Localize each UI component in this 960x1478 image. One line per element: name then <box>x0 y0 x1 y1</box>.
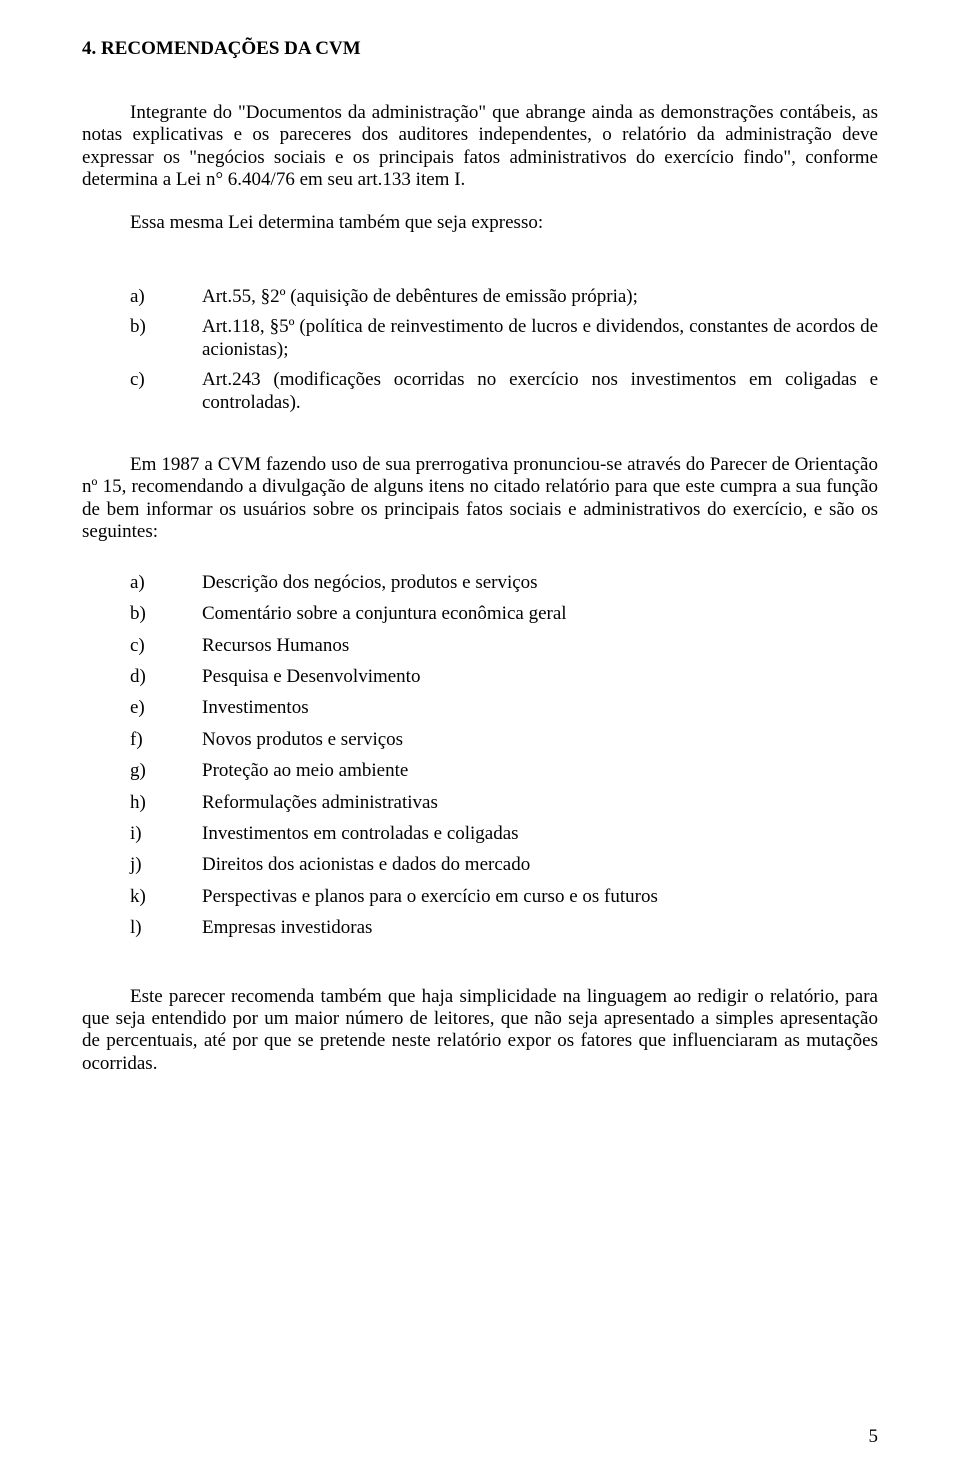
paragraph-4: Este parecer recomenda também que haja s… <box>82 986 878 1076</box>
list-label: b) <box>130 316 202 361</box>
list-item-i: i) Investimentos em controladas e coliga… <box>130 823 878 845</box>
list-item-e: e) Investimentos <box>130 697 878 719</box>
paragraph-1: Integrante do "Documentos da administraç… <box>82 102 878 192</box>
list-text: Investimentos em controladas e coligadas <box>202 823 878 845</box>
list-text: Descrição dos negócios, produtos e servi… <box>202 572 878 594</box>
spacer <box>82 234 878 264</box>
page-number: 5 <box>869 1426 879 1448</box>
list-item-k: k) Perspectivas e planos para o exercíci… <box>130 886 878 908</box>
list-item-h: h) Reformulações administrativas <box>130 792 878 814</box>
list-item-j: j) Direitos dos acionistas e dados do me… <box>130 854 878 876</box>
list-label: f) <box>130 729 202 751</box>
paragraph-3: Em 1987 a CVM fazendo uso de sua prerrog… <box>82 454 878 544</box>
list-label: j) <box>130 854 202 876</box>
list-item-f: f) Novos produtos e serviços <box>130 729 878 751</box>
list-label: h) <box>130 792 202 814</box>
list-item-c: c) Art.243 (modificações ocorridas no ex… <box>130 369 878 414</box>
list-item-d: d) Pesquisa e Desenvolvimento <box>130 666 878 688</box>
list-label: e) <box>130 697 202 719</box>
list-item-c: c) Recursos Humanos <box>130 635 878 657</box>
list-label: c) <box>130 635 202 657</box>
list-text: Novos produtos e serviços <box>202 729 878 751</box>
list-text: Reformulações administrativas <box>202 792 878 814</box>
first-enumerated-list: a) Art.55, §2º (aquisição de debêntures … <box>130 286 878 414</box>
list-text: Empresas investidoras <box>202 917 878 939</box>
list-text: Investimentos <box>202 697 878 719</box>
list-text: Perspectivas e planos para o exercício e… <box>202 886 878 908</box>
list-item-g: g) Proteção ao meio ambiente <box>130 760 878 782</box>
second-enumerated-list: a) Descrição dos negócios, produtos e se… <box>130 572 878 940</box>
list-item-a: a) Descrição dos negócios, produtos e se… <box>130 572 878 594</box>
list-label: l) <box>130 917 202 939</box>
list-label: a) <box>130 572 202 594</box>
list-label: i) <box>130 823 202 845</box>
list-item-l: l) Empresas investidoras <box>130 917 878 939</box>
spacer <box>82 968 878 986</box>
list-text: Comentário sobre a conjuntura econômica … <box>202 603 878 625</box>
list-text: Art.118, §5º (política de reinvestimento… <box>202 316 878 361</box>
list-item-b: b) Art.118, §5º (política de reinvestime… <box>130 316 878 361</box>
spacer <box>82 436 878 454</box>
list-text: Direitos dos acionistas e dados do merca… <box>202 854 878 876</box>
list-label: b) <box>130 603 202 625</box>
list-text: Pesquisa e Desenvolvimento <box>202 666 878 688</box>
paragraph-2: Essa mesma Lei determina também que seja… <box>82 212 878 234</box>
list-text: Art.55, §2º (aquisição de debêntures de … <box>202 286 878 308</box>
list-text: Art.243 (modificações ocorridas no exerc… <box>202 369 878 414</box>
list-label: k) <box>130 886 202 908</box>
list-item-a: a) Art.55, §2º (aquisição de debêntures … <box>130 286 878 308</box>
list-text: Recursos Humanos <box>202 635 878 657</box>
section-heading: 4. RECOMENDAÇÕES DA CVM <box>82 38 878 60</box>
list-label: d) <box>130 666 202 688</box>
list-label: g) <box>130 760 202 782</box>
list-item-b: b) Comentário sobre a conjuntura econômi… <box>130 603 878 625</box>
list-label: a) <box>130 286 202 308</box>
list-text: Proteção ao meio ambiente <box>202 760 878 782</box>
list-label: c) <box>130 369 202 414</box>
